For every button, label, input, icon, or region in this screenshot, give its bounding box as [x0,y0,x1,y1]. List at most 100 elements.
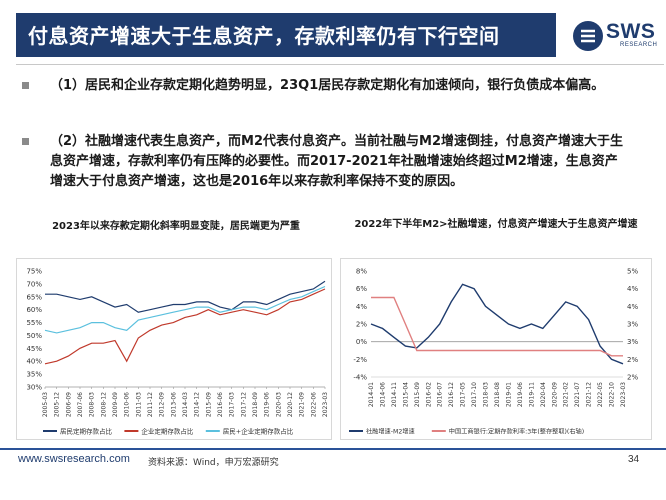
y-tick-label: 60% [26,306,42,314]
x-tick-label: 2015-04 [402,382,409,407]
x-tick-label: 2018-08 [494,382,501,407]
x-tick-label: 2013-06 [170,392,177,417]
legend-label: 居民+企业定期存款占比 [223,427,294,436]
page-title: 付息资产增速大于生息资产，存款利率仍有下行空间 [28,24,500,48]
y-left-tick-label: -4% [353,374,367,382]
x-tick-label: 2022-10 [609,382,616,407]
x-tick-label: 2005-03 [42,392,49,417]
x-tick-label: 2014-12 [194,392,201,417]
x-tick-label: 2008-12 [100,392,107,417]
x-tick-label: 2017-10 [471,382,478,407]
x-tick-label: 2011-12 [147,392,154,417]
y-tick-label: 40% [26,358,42,366]
y-right-tick-label: 3% [627,338,638,346]
y-right-tick-label: 4% [627,303,638,311]
x-tick-label: 2006-09 [65,392,72,417]
sws-logo-icon [573,21,603,51]
x-tick-label: 2019-11 [528,382,535,407]
x-tick-label: 2008-03 [89,392,96,417]
x-tick-label: 2018-09 [252,392,259,417]
data-source-note: 资料来源：Wind，申万宏源研究 [148,458,279,468]
y-tick-label: 75% [26,268,42,276]
x-tick-label: 2014-01 [368,382,375,407]
x-tick-label: 2016-02 [425,382,432,407]
y-right-tick-label: 3% [627,321,638,329]
series-line [370,283,624,365]
x-tick-label: 2020-12 [287,392,294,417]
y-tick-label: 45% [26,345,42,353]
logo-text: SWS [606,20,656,43]
x-tick-label: 2009-09 [112,392,119,417]
series-line [44,288,326,365]
chart-1-title: 2023年以来存款定期化斜率明显变陡，居民端更为严重 [52,221,300,232]
x-tick-label: 2021-09 [299,392,306,417]
y-tick-label: 70% [26,280,42,288]
bullet-point-2: （2）社融增速代表生息资产，而M2代表付息资产。当前社融与M2增速倒挂，付息资产… [22,132,642,216]
x-tick-label: 2020-04 [540,382,547,407]
y-tick-label: 35% [26,371,42,379]
header-divider [16,64,664,65]
x-tick-label: 2015-09 [205,392,212,417]
bullet-text-2: （2）社融增速代表生息资产，而M2代表付息资产。当前社融与M2增速倒挂，付息资产… [50,134,624,189]
legend-label: 居民定期存款占比 [60,427,113,436]
footer-url-link[interactable]: www.swsresearch.com [18,453,130,465]
sws-logo: SWS RESEARCH [572,18,662,54]
chart-2-panel: 8% 6% 4% 2% 0% -2% -4% 5% 4% 4% 3% 3% 2% 2% 2014-01 201… [340,258,652,440]
chart-1-panel: 75% 70% 65% 60% 55% 50% 45% 40% 35% 30% 2005-03 200… [16,258,332,440]
footer-divider [0,448,666,450]
x-tick-label: 2021-02 [563,382,570,407]
series-line [371,296,623,357]
x-tick-label: 2010-06 [124,392,131,417]
y-left-tick-label: -2% [353,356,367,364]
y-left-tick-label: 2% [356,321,367,329]
x-tick-label: 2014-11 [391,382,398,407]
x-tick-label: 2014-06 [379,382,386,407]
x-tick-label: 2017-03 [229,392,236,417]
y-right-tick-label: 4% [627,285,638,293]
y-tick-label: 55% [26,319,42,327]
legend-label: 社融增速-M2增速 [366,428,415,436]
x-tick-label: 2021-07 [574,382,581,407]
y-right-tick-label: 2% [627,356,638,364]
x-tick-label: 2017-05 [460,382,467,407]
bullet-square-icon [22,82,29,89]
y-tick-label: 30% [26,384,42,392]
x-tick-label: 2020-09 [551,382,558,407]
x-tick-label: 2019-06 [264,392,271,417]
x-tick-label: 2011-03 [135,392,142,417]
x-tick-label: 2007-06 [77,392,84,417]
x-tick-label: 2020-03 [275,392,282,417]
y-left-tick-label: 8% [356,268,367,276]
x-tick-label: 2023-03 [620,382,627,407]
y-left-tick-label: 4% [356,303,367,311]
legend-label: 中国工商银行:定期存款利率:3年(整存整取)(右轴) [449,428,584,436]
bullet-text-1: （1）居民和企业存款定期化趋势明显，23Q1居民存款定期化有加速倾向，银行负债成… [50,78,605,93]
chart-1-svg: 75% 70% 65% 60% 55% 50% 45% 40% 35% 30%2005-03 200… [26,268,329,436]
x-tick-label: 2021-12 [586,382,593,407]
x-tick-label: 2016-06 [217,392,224,417]
x-tick-label: 2019-01 [505,382,512,407]
series-line [45,280,326,313]
chart-2-svg: 8% 6% 4% 2% 0% -2% -4% 5% 4% 4% 3% 3% 2% 2% 2014-01 201… [349,268,638,436]
x-tick-label: 2018-03 [483,382,490,407]
y-tick-label: 65% [26,293,42,301]
bullet-point-1: （1）居民和企业存款定期化趋势明显，23Q1居民存款定期化有加速倾向，银行负债成… [22,76,642,120]
x-tick-label: 2005-12 [54,392,61,417]
series-line [44,285,326,334]
bullet-square-icon [22,138,29,145]
x-tick-label: 2022-05 [597,382,604,407]
slide-header: 付息资产增速大于生息资产，存款利率仍有下行空间 SWS RESEARCH [0,0,666,66]
chart-2-title: 2022年下半年M2>社融增速，付息资产增速大于生息资产增速 [354,219,638,230]
logo-subtext: RESEARCH [620,42,658,48]
y-tick-label: 50% [26,332,42,340]
legend-label: 企业定期存款占比 [141,427,194,436]
title-bar [16,13,556,57]
x-tick-label: 2014-03 [182,392,189,417]
x-tick-label: 2015-09 [414,382,421,407]
x-tick-label: 2023-03 [322,392,329,417]
x-tick-label: 2016-07 [437,382,444,407]
y-right-tick-label: 5% [627,268,638,276]
y-right-tick-label: 2% [627,374,638,382]
y-left-tick-label: 0% [356,338,367,346]
x-tick-label: 2017-12 [240,392,247,417]
